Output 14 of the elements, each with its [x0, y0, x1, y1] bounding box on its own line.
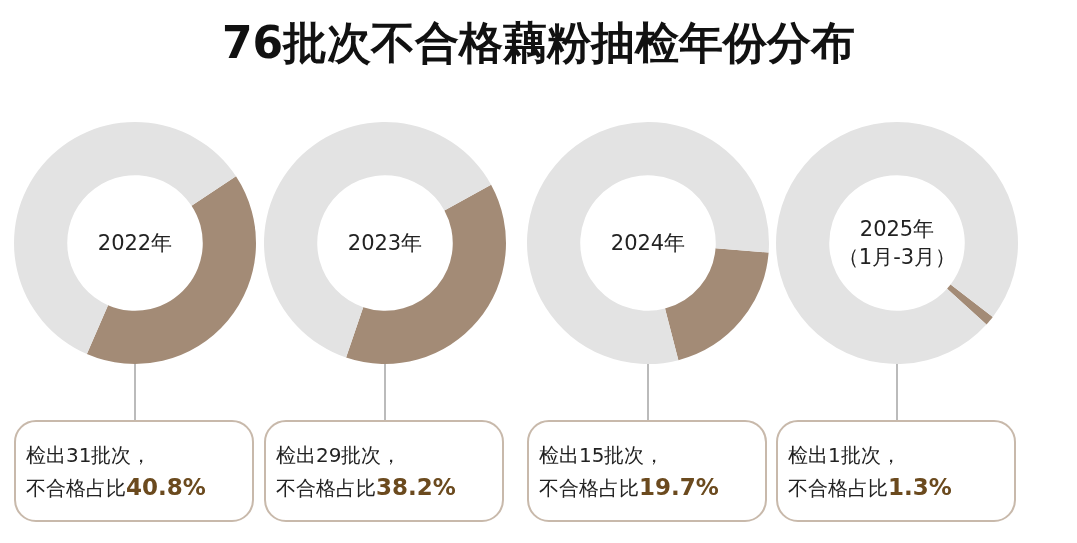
text: 检出1批次， — [788, 441, 902, 469]
text: 检出15批次， — [539, 441, 666, 469]
text: 2025年 — [859, 216, 935, 243]
text: 检出31批次， — [26, 441, 153, 469]
text: 不合格占比38.2% — [276, 472, 457, 502]
text: 不合格占比40.8% — [26, 472, 207, 502]
text: 检出29批次， — [276, 441, 403, 469]
text: 不合格占比19.7% — [539, 472, 720, 502]
text: 2022年 — [97, 230, 173, 257]
text: （1月-3月） — [837, 244, 957, 271]
text: 2023年 — [347, 230, 423, 257]
text: 不合格占比1.3% — [788, 472, 953, 502]
text: 2024年 — [610, 230, 686, 257]
text: 76批次不合格藕粉抽检年份分布 — [220, 16, 857, 70]
